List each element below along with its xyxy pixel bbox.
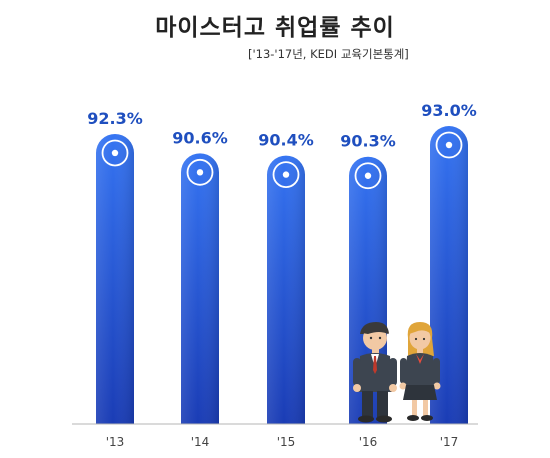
bar-shading-1 [181, 153, 219, 425]
x-tick-label-3: '16 [359, 435, 378, 449]
male-student-figure [353, 322, 397, 423]
bar-marker-dot-2 [282, 171, 290, 178]
x-tick-label-0: '13 [106, 435, 125, 449]
bar-marker-dot-4 [445, 141, 453, 149]
bar-marker-ring-4 [435, 131, 463, 159]
value-label-4: 93.0% [421, 101, 477, 120]
x-tick-label-2: '15 [277, 435, 296, 449]
chart-subtitle-source: ['13-'17년, KEDI 교육기본통계] [248, 47, 409, 61]
x-tick-label-4: '17 [440, 435, 459, 449]
bar-marker-ring-3 [354, 162, 382, 190]
value-label-0: 92.3% [87, 109, 143, 128]
bar-marker-dot-0 [111, 149, 119, 157]
two-students-figures [353, 322, 441, 423]
x-tick-label-1: '14 [191, 435, 210, 449]
bar-marker-ring-1 [186, 158, 214, 186]
bars-layer: 92.3% 90.6% 90.4% 90.3% 93.0% [87, 101, 477, 425]
bar-shading-2 [267, 155, 305, 424]
bar-shading-0 [96, 133, 134, 425]
chart-title: 마이스터고 취업률 추이 [155, 15, 395, 41]
female-student-figure [399, 322, 441, 421]
bar-marker-dot-1 [196, 169, 204, 176]
x-ticks-layer: '13 '14 '15 '16 '17 [106, 435, 459, 449]
value-label-1: 90.6% [172, 128, 228, 147]
bar-shading-4 [430, 126, 468, 424]
bar-marker-dot-3 [364, 172, 372, 179]
value-label-2: 90.4% [258, 131, 314, 150]
value-label-3: 90.3% [340, 132, 396, 151]
bar-marker-ring-0 [101, 139, 129, 167]
bar-marker-ring-2 [272, 161, 300, 189]
